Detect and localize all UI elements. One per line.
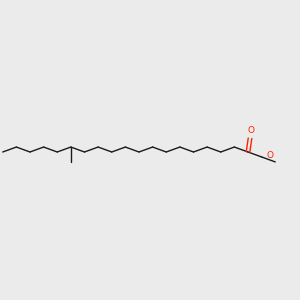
Text: O: O — [248, 126, 254, 135]
Text: O: O — [267, 152, 274, 160]
